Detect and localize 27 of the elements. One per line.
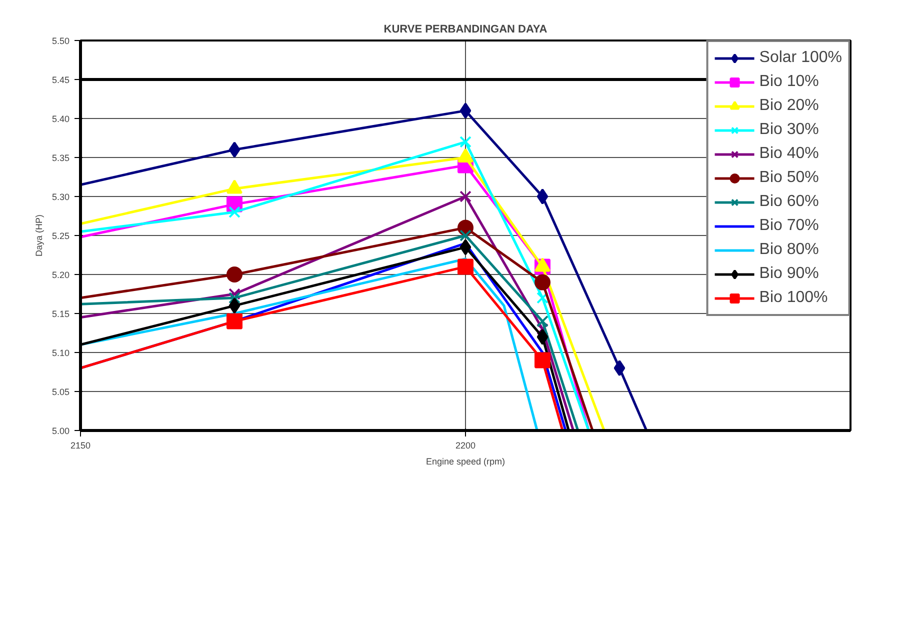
legend-label: Bio 70% xyxy=(759,217,819,235)
y-tick-label: 5.45 xyxy=(52,75,70,85)
legend-label: Bio 60% xyxy=(759,193,819,211)
legend-label: Bio 20% xyxy=(759,97,819,115)
x-tick-label: 2150 xyxy=(70,440,91,450)
y-tick-label: 5.15 xyxy=(52,309,70,319)
y-axis-title: Daya (HP) xyxy=(34,214,44,257)
y-tick-label: 5.30 xyxy=(52,192,70,202)
legend-label: Bio 30% xyxy=(759,121,819,139)
x-tick-label: 2200 xyxy=(455,440,476,450)
chart-title: KURVE PERBANDINGAN DAYA xyxy=(384,24,548,36)
y-tick-label: 5.10 xyxy=(52,348,70,358)
legend-label: Bio 50% xyxy=(759,169,819,187)
y-tick-label: 5.40 xyxy=(52,114,70,124)
legend-label: Bio 90% xyxy=(759,265,819,283)
legend-label: Bio 40% xyxy=(759,145,819,163)
y-tick-label: 5.05 xyxy=(52,387,70,397)
y-tick-label: 5.35 xyxy=(52,153,70,163)
y-tick-label: 5.00 xyxy=(52,426,70,436)
y-tick-label: 5.20 xyxy=(52,270,70,280)
legend-label: Bio 80% xyxy=(759,241,819,259)
y-tick-label: 5.25 xyxy=(52,231,70,241)
y-tick-label: 5.50 xyxy=(52,36,70,46)
legend-label: Bio 100% xyxy=(759,289,828,307)
x-axis-title: Engine speed (rpm) xyxy=(426,456,506,466)
legend-label: Solar 100% xyxy=(759,49,842,67)
legend-label: Bio 10% xyxy=(759,73,819,91)
